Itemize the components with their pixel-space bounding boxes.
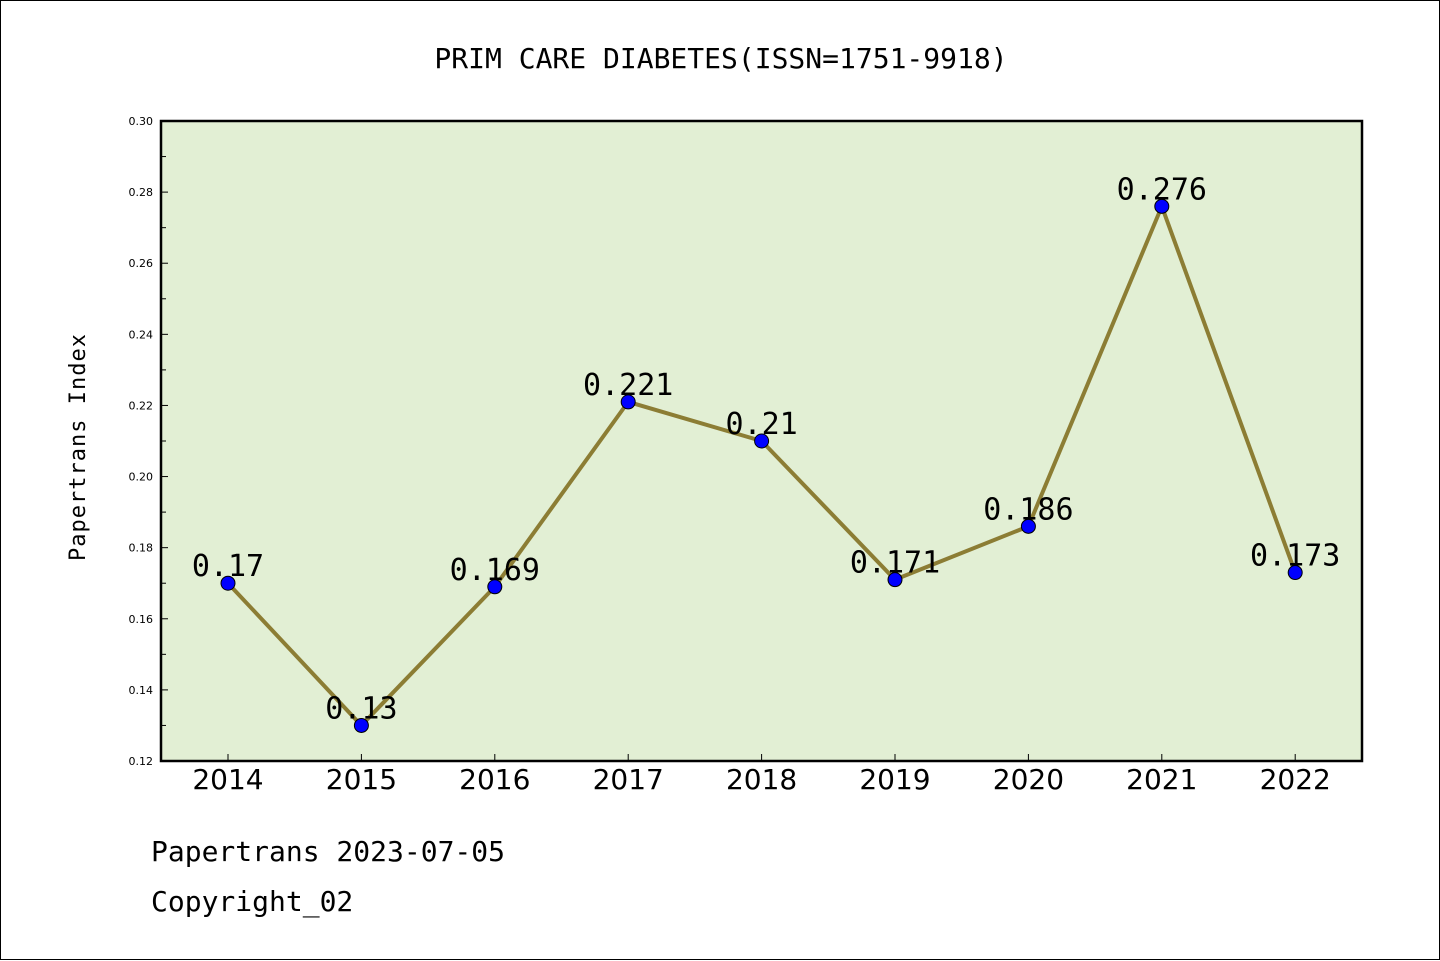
data-label: 0.186 — [983, 492, 1073, 527]
data-point — [353, 717, 369, 733]
data-point — [1020, 518, 1036, 534]
y-tick-label: 0.14 — [129, 684, 154, 697]
chart-title: PRIM CARE DIABETES(ISSN=1751-9918) — [434, 42, 1007, 75]
x-tick-label: 2021 — [1126, 763, 1197, 796]
data-point — [220, 575, 236, 591]
x-tick-label: 2014 — [192, 763, 263, 796]
footer-copyright: Copyright_02 — [151, 885, 354, 918]
data-point — [1154, 198, 1170, 214]
y-tick-label: 0.16 — [129, 613, 154, 626]
data-label: 0.171 — [850, 546, 940, 581]
y-tick-label: 0.30 — [129, 115, 154, 128]
data-point — [887, 572, 903, 588]
data-label: 0.21 — [725, 407, 797, 442]
data-label: 0.276 — [1117, 172, 1207, 207]
y-axis: 0.12 0.14 0.16 0.18 0.20 0.22 0.24 0.26 0.28 0.30 — [129, 115, 168, 768]
y-tick-label: 0.24 — [129, 328, 154, 341]
x-tick-label: 2017 — [593, 763, 664, 796]
y-tick-label: 0.12 — [129, 755, 154, 768]
y-tick-label: 0.28 — [129, 186, 154, 199]
x-tick-label: 2015 — [326, 763, 397, 796]
x-tick-label: 2022 — [1260, 763, 1331, 796]
y-tick-label: 0.20 — [129, 471, 154, 484]
y-tick-label: 0.22 — [129, 399, 154, 412]
data-point — [487, 579, 503, 595]
y-tick-label: 0.26 — [129, 257, 154, 270]
data-label: 0.17 — [192, 549, 264, 584]
x-tick-label: 2018 — [726, 763, 797, 796]
x-tick-label: 2016 — [459, 763, 530, 796]
data-point — [620, 394, 636, 410]
x-axis: 2014 2015 2016 2017 2018 2019 2020 2021 2022 — [192, 754, 1331, 796]
footer-date: Papertrans 2023-07-05 — [151, 835, 506, 868]
x-tick-label: 2019 — [859, 763, 930, 796]
y-tick-label: 0.18 — [129, 542, 154, 555]
data-label: 0.169 — [450, 553, 540, 588]
x-tick-label: 2020 — [993, 763, 1064, 796]
data-label: 0.221 — [583, 368, 673, 403]
data-label: 0.13 — [325, 691, 397, 726]
data-point — [1287, 565, 1303, 581]
series-papertrans-index: 0.17 0.13 0.169 0.221 0.21 0.171 0.186 0.276 0.1… — [192, 172, 1340, 733]
y-axis-label: Papertrans Index — [66, 333, 91, 561]
data-label: 0.173 — [1250, 539, 1340, 574]
data-point — [754, 433, 770, 449]
